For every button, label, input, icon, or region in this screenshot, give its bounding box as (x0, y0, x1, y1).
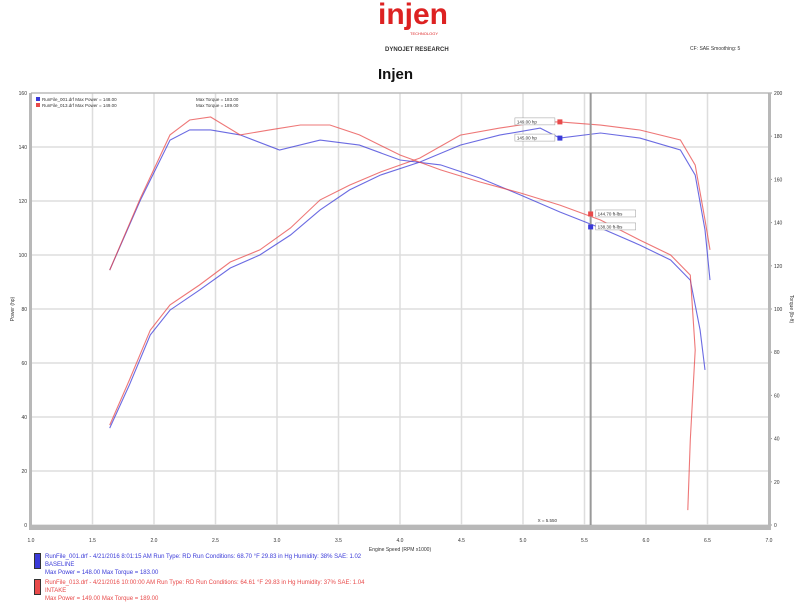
legend-run-note: BASELINE (45, 562, 75, 568)
legend-run-info: RunFile_001.drf - 4/21/2016 8:01:15 AM R… (45, 554, 362, 560)
y-right-tick-label: 40 (774, 437, 780, 443)
annotation-label: 144.70 ft-lbs (598, 211, 624, 216)
annotation-box (514, 133, 556, 142)
y-right-tick-label: 120 (774, 264, 783, 270)
y-left-tick-label: 60 (21, 361, 27, 367)
y-right-tick-label: 80 (774, 350, 780, 356)
y-left-tick-label: 120 (19, 199, 28, 205)
marker-square (588, 211, 594, 217)
x-tick-label: 1.0 (28, 538, 35, 544)
y-right-tick-label: 140 (774, 221, 783, 227)
settings-text: CF: SAE Smoothing: 5 (690, 46, 741, 52)
x-tick-label: 7.0 (766, 538, 773, 544)
color-swatch (34, 579, 41, 595)
marker-square (588, 224, 594, 230)
marker-square (557, 135, 563, 141)
x-tick-label: 4.5 (458, 538, 465, 544)
y-right-tick-label: 180 (774, 134, 783, 140)
y-right-tick-label: 20 (774, 480, 780, 486)
y-left-axis-title: Power (hp) (10, 296, 16, 321)
x-tick-label: 6.0 (643, 538, 650, 544)
annotation-box (595, 209, 636, 218)
legend-swatch (36, 103, 40, 107)
x-tick-label: 1.5 (89, 538, 96, 544)
y-right-tick-label: 200 (774, 91, 783, 97)
x-tick-label: 5.0 (520, 538, 527, 544)
x-tick-label: 3.5 (335, 538, 342, 544)
y-right-tick-label: 0 (774, 523, 777, 529)
logo-subtext: TECHNOLOGY (410, 31, 438, 36)
y-left-tick-label: 80 (21, 307, 27, 313)
power-line-RunFile_001-drf (109, 127, 711, 429)
x-tick-label: 2.5 (212, 538, 219, 544)
y-left-tick-label: 20 (21, 469, 27, 475)
legend-entry-intake: RunFile_013.drf - 4/21/2016 10:00:00 AM … (34, 579, 364, 603)
y-right-axis (768, 93, 771, 525)
y-right-tick-label: 60 (774, 393, 780, 399)
annotation-label: 145.00 hp (517, 136, 538, 141)
power-line-RunFile_013-drf (109, 121, 711, 426)
legend-power: RunFile_001.drf Max Power = 148.00 (42, 97, 117, 102)
legend-swatch (36, 97, 40, 101)
x-tick-label: 3.0 (274, 538, 281, 544)
x-tick-label: 5.5 (581, 538, 588, 544)
y-right-axis-title: Torque (lb-ft) (788, 295, 794, 324)
cursor-readout: X = 5.550 (538, 518, 558, 523)
legend-run-max: Max Power = 149.00 Max Torque = 189.00 (45, 596, 159, 602)
y-left-tick-label: 160 (19, 91, 28, 97)
x-axis (29, 525, 771, 530)
legend-entry-baseline: RunFile_001.drf - 4/21/2016 8:01:15 AM R… (34, 553, 364, 577)
annotation-box (514, 117, 556, 126)
legend-torque: Max Torque = 189.00 (196, 103, 239, 108)
legend-run-max: Max Power = 148.00 Max Torque = 183.00 (45, 570, 159, 576)
legend-torque: Max Torque = 183.00 (196, 97, 239, 102)
y-left-tick-label: 40 (21, 415, 27, 421)
marker-square (557, 119, 563, 125)
company-name: DYNOJET RESEARCH (385, 47, 449, 53)
cursor-readout-bg (535, 516, 576, 524)
logo: injen (378, 0, 448, 31)
annotation-label: 149.00 hp (517, 119, 538, 124)
y-right-tick-label: 100 (774, 307, 783, 313)
y-left-tick-label: 100 (19, 253, 28, 259)
y-right-tick-label: 160 (774, 177, 783, 183)
torque-line-RunFile_013-drf (109, 116, 696, 511)
y-left-axis (29, 93, 32, 525)
x-tick-label: 6.5 (704, 538, 711, 544)
legend-run-note: INTAKE (45, 588, 67, 594)
legend-power: RunFile_013.drf Max Power = 149.00 (42, 103, 117, 108)
chart-title: Injen (378, 66, 413, 83)
y-left-tick-label: 0 (24, 523, 27, 529)
x-tick-label: 4.0 (397, 538, 404, 544)
annotation-label: 138.30 ft-lbs (598, 224, 624, 229)
x-tick-label: 2.0 (151, 538, 158, 544)
color-swatch (34, 553, 41, 569)
x-axis-title: Engine Speed (RPM x1000) (369, 547, 432, 553)
legend-run-info: RunFile_013.drf - 4/21/2016 10:00:00 AM … (45, 580, 365, 586)
run-legend: RunFile_001.drf - 4/21/2016 8:01:15 AM R… (34, 553, 364, 605)
annotation-box (595, 222, 636, 231)
y-left-tick-label: 140 (19, 145, 28, 151)
